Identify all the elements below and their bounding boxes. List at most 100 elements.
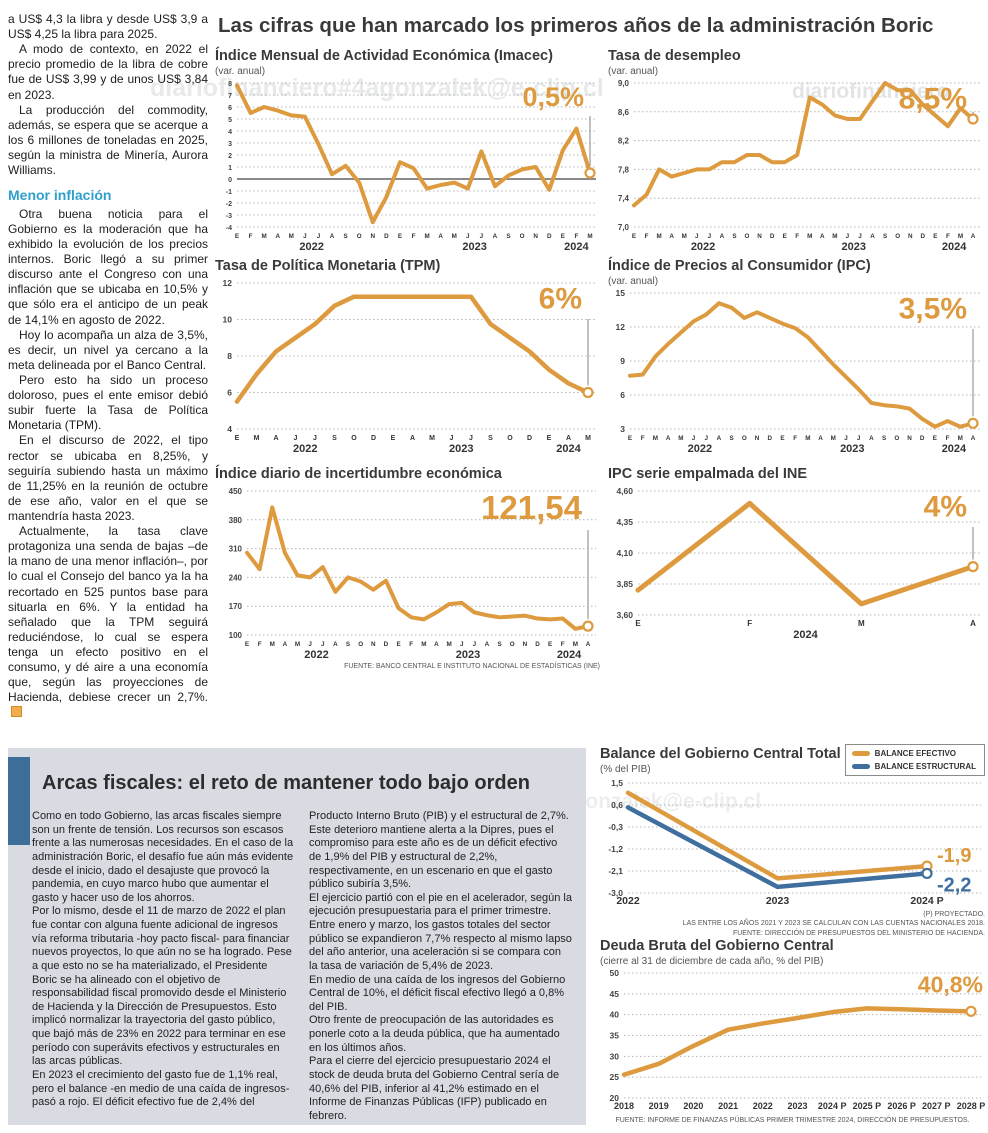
svg-text:F: F	[574, 233, 578, 240]
svg-text:4,10: 4,10	[616, 548, 633, 558]
svg-text:10: 10	[223, 314, 233, 324]
svg-text:E: E	[635, 619, 641, 628]
svg-text:A: A	[971, 233, 976, 240]
chart-canvas: 15 12 9 6 3 E F M A M J J A S O N D E F M A M J J A S O N D E F M A 2022 2…	[608, 287, 985, 456]
chart-title: IPC serie empalmada del INE	[608, 466, 808, 482]
svg-text:F: F	[793, 435, 797, 442]
svg-text:F: F	[946, 233, 950, 240]
chart-canvas: 50 45 40 35 30 25 20 2018 2019 2020 2021 2022 2023 20…	[600, 967, 985, 1115]
svg-text:2021: 2021	[718, 1101, 738, 1111]
legend-row-estructural: BALANCE ESTRUCTURAL	[851, 762, 976, 771]
svg-text:M: M	[958, 435, 963, 442]
svg-text:-0,3: -0,3	[608, 822, 623, 832]
svg-text:2020: 2020	[683, 1101, 703, 1111]
svg-text:7,4: 7,4	[618, 194, 630, 203]
svg-text:1: 1	[228, 165, 232, 172]
chart-source: FUENTE: BANCO CENTRAL E INSTITUTO NACION…	[344, 662, 600, 670]
svg-text:A: A	[971, 435, 976, 442]
svg-text:8,5%: 8,5%	[899, 83, 967, 116]
svg-text:J: J	[858, 233, 862, 240]
svg-text:15: 15	[616, 288, 626, 298]
svg-text:M: M	[289, 233, 294, 240]
svg-text:121,54: 121,54	[481, 489, 583, 526]
svg-text:2024 P: 2024 P	[910, 895, 943, 907]
svg-text:M: M	[424, 233, 429, 240]
svg-text:A: A	[333, 641, 338, 648]
svg-text:D: D	[527, 435, 532, 442]
svg-text:-2: -2	[226, 201, 232, 208]
svg-text:7,0: 7,0	[618, 223, 630, 232]
svg-text:2024: 2024	[564, 241, 589, 253]
svg-text:J: J	[450, 435, 454, 442]
svg-text:S: S	[732, 233, 736, 240]
paragraph: Producto Interno Bruto (PIB) y el estruc…	[309, 810, 569, 891]
svg-text:J: J	[857, 435, 861, 442]
svg-text:J: J	[480, 233, 484, 240]
svg-text:-1: -1	[226, 189, 232, 196]
svg-text:N: N	[757, 233, 762, 240]
svg-text:O: O	[357, 233, 362, 240]
svg-text:6: 6	[620, 390, 625, 400]
svg-text:-3,0: -3,0	[608, 888, 623, 898]
svg-text:4: 4	[227, 424, 232, 434]
svg-text:A: A	[438, 233, 443, 240]
svg-text:4,35: 4,35	[616, 517, 633, 527]
svg-text:E: E	[245, 641, 249, 648]
svg-text:D: D	[770, 233, 775, 240]
svg-text:2023: 2023	[449, 443, 473, 455]
paragraph: A modo de contexto, en 2022 el precio pr…	[8, 42, 208, 102]
svg-text:2023: 2023	[840, 443, 864, 455]
svg-text:O: O	[745, 233, 750, 240]
chart-title: Tasa de Política Monetaria (TPM)	[215, 258, 441, 274]
svg-text:F: F	[561, 641, 565, 648]
svg-text:2022: 2022	[753, 1101, 773, 1111]
svg-text:2022: 2022	[299, 241, 323, 253]
svg-text:8,2: 8,2	[618, 137, 630, 146]
svg-text:50: 50	[610, 968, 620, 978]
svg-text:2019: 2019	[649, 1101, 669, 1111]
fiscal-article-headline: Arcas fiscales: el reto de mantener todo…	[42, 772, 530, 794]
svg-text:O: O	[351, 435, 357, 442]
svg-text:M: M	[958, 233, 963, 240]
svg-text:E: E	[783, 233, 787, 240]
svg-text:M: M	[573, 641, 578, 648]
svg-text:A: A	[818, 435, 823, 442]
svg-text:0,5%: 0,5%	[522, 82, 584, 112]
svg-text:6: 6	[228, 105, 232, 112]
svg-text:D: D	[920, 435, 925, 442]
svg-text:M: M	[585, 435, 591, 442]
paragraph: El ejercicio partió con el pie en el ace…	[309, 891, 572, 972]
chart-canvas: 450 380 310 240 170 100 E F M A M J J A S O N D E F M A M J J A S O…	[215, 483, 600, 662]
chart-footnote: (P) PROYECTADO.	[923, 910, 985, 918]
svg-text:J: J	[321, 641, 325, 648]
svg-text:S: S	[506, 233, 510, 240]
svg-text:2018: 2018	[614, 1101, 634, 1111]
svg-text:3: 3	[228, 141, 232, 148]
svg-text:2024: 2024	[556, 443, 581, 455]
chart-balance: BALANCE EFECTIVO BALANCE ESTRUCTURAL Bal…	[600, 744, 985, 938]
chart-ipc-empalmada: IPC serie empalmada del INE 4,60 4,35 4,10…	[608, 466, 985, 642]
chart-source: FUENTE: INFORME DE FINANZAS PÚBLICAS PRI…	[615, 1116, 970, 1124]
svg-text:45: 45	[610, 989, 620, 999]
chart-subtitle: (var. anual)	[608, 275, 659, 287]
svg-text:N: N	[908, 233, 913, 240]
svg-text:J: J	[294, 435, 298, 442]
paragraph: Otra buena noticia para el Gobierno es l…	[8, 206, 208, 327]
chart-title: Índice Mensual de Actividad Económica (I…	[215, 48, 553, 64]
svg-text:F: F	[946, 435, 950, 442]
svg-text:240: 240	[229, 573, 243, 582]
svg-text:S: S	[497, 641, 501, 648]
svg-text:A: A	[820, 233, 825, 240]
paragraph: Hoy lo acompaña un alza de 3,5%, es deci…	[8, 327, 208, 372]
svg-text:2024 P: 2024 P	[818, 1101, 847, 1111]
svg-text:N: N	[533, 233, 538, 240]
svg-text:2027 P: 2027 P	[922, 1101, 951, 1111]
svg-text:2025 P: 2025 P	[853, 1101, 882, 1111]
svg-text:9: 9	[620, 356, 625, 366]
left-article-column: a US$ 4,3 la libra y desde US$ 3,9 a US$…	[8, 12, 208, 721]
svg-text:310: 310	[229, 544, 243, 553]
chart-subtitle: (% del PIB)	[600, 763, 651, 775]
chart-incertidumbre: Índice diario de incertidumbre económica…	[215, 466, 600, 671]
svg-text:100: 100	[229, 631, 243, 640]
